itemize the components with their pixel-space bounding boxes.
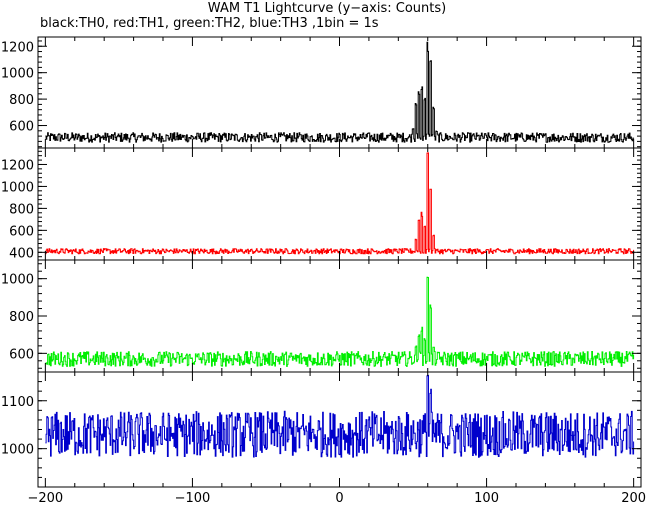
chart-title: WAM T1 Lightcurve (y−axis: Counts) <box>207 1 447 16</box>
x-tick-label: 0 <box>335 491 343 505</box>
x-tick-label: 100 <box>474 491 499 505</box>
chart-subtitle: black:TH0, red:TH1, green:TH2, blue:TH3 … <box>40 16 379 31</box>
y-tick-label: 600 <box>9 347 34 362</box>
y-tick-label: 600 <box>9 120 34 135</box>
y-tick-label: 400 <box>9 246 34 261</box>
y-tick-label: 1000 <box>1 180 34 195</box>
y-tick-label: 1000 <box>1 273 34 288</box>
panel-frame <box>37 36 642 149</box>
x-tick-label: 200 <box>621 491 646 505</box>
y-tick-label: 1200 <box>1 158 34 173</box>
y-tick-label: 1000 <box>1 443 34 458</box>
series-line-th2 <box>45 276 635 367</box>
x-tick-label: −200 <box>27 491 63 505</box>
y-tick-label: 1100 <box>1 395 34 410</box>
y-tick-label: 1000 <box>1 67 34 82</box>
y-tick-label: 800 <box>9 93 34 108</box>
series-line-th3 <box>45 374 635 458</box>
y-tick-label: 1200 <box>1 40 34 55</box>
y-tick-label: 600 <box>9 224 34 239</box>
y-tick-label: 800 <box>9 202 34 217</box>
x-tick-label: −100 <box>175 491 211 505</box>
panel-frame <box>37 147 642 261</box>
y-tick-label: 800 <box>9 310 34 325</box>
series-line-th1 <box>45 152 635 255</box>
series-line-th0 <box>45 41 635 143</box>
